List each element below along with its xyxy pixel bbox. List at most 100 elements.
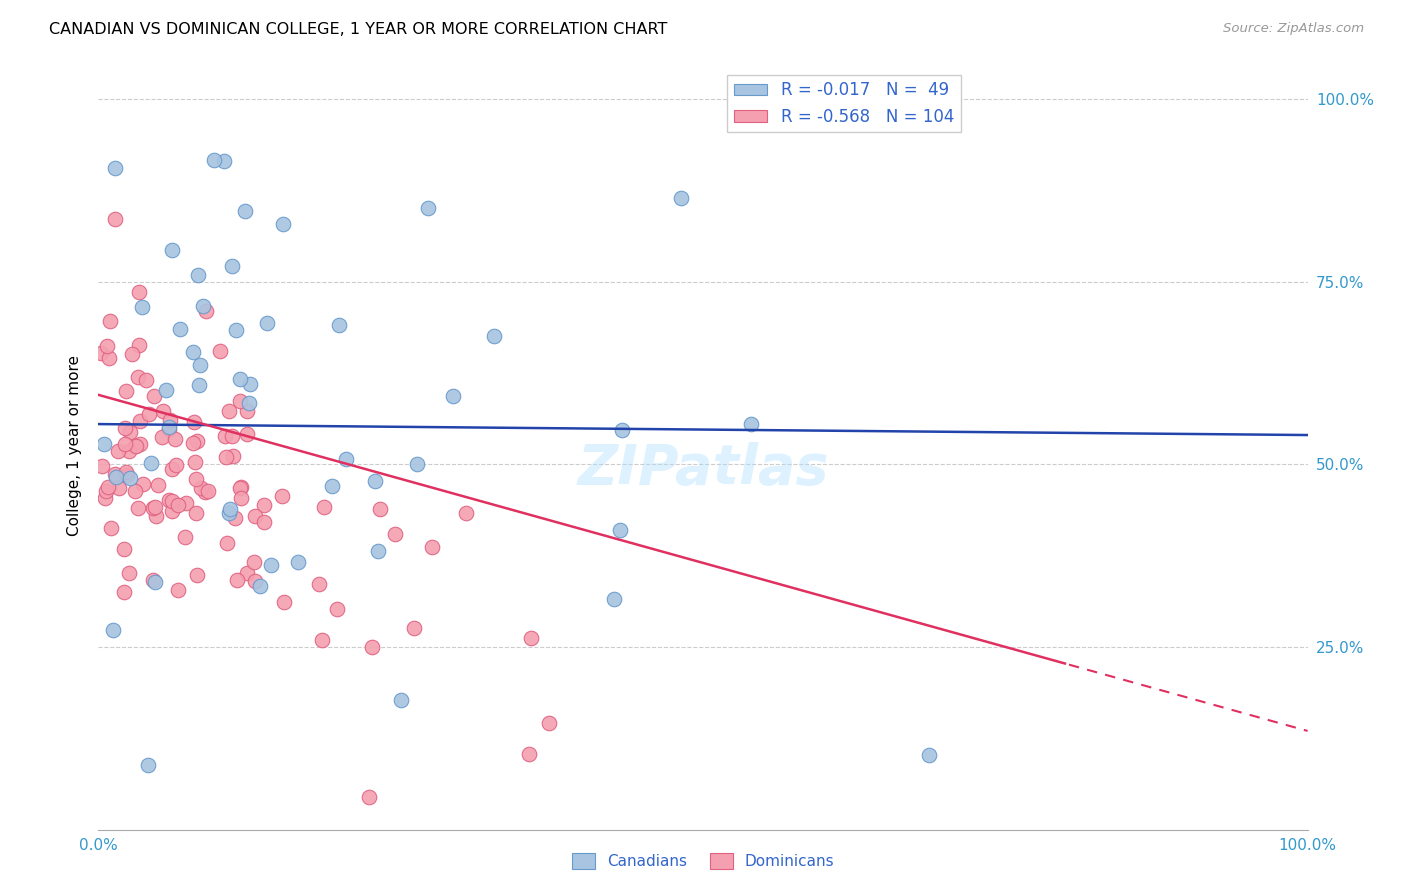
- Point: [145, 574, 167, 589]
- Point: [169, 322, 191, 336]
- Point: [225, 573, 247, 587]
- Point: [215, 536, 238, 550]
- Point: [138, 407, 160, 421]
- Point: [96, 479, 118, 493]
- Point: [128, 338, 150, 352]
- Point: [202, 153, 225, 167]
- Point: [253, 498, 276, 512]
- Point: [190, 481, 212, 495]
- Point: [188, 378, 211, 392]
- Point: [181, 435, 204, 450]
- Legend: R = -0.017   N =  49, R = -0.568   N = 104: R = -0.017 N = 49, R = -0.568 N = 104: [727, 75, 960, 132]
- Point: [114, 421, 136, 435]
- Point: [229, 481, 252, 495]
- Point: [104, 212, 127, 227]
- Point: [389, 692, 412, 706]
- Point: [121, 347, 143, 361]
- Point: [194, 484, 217, 499]
- Point: [208, 344, 231, 359]
- Point: [311, 632, 333, 647]
- Point: [118, 566, 141, 580]
- Point: [93, 437, 115, 451]
- Point: [229, 491, 252, 505]
- Point: [173, 530, 195, 544]
- Point: [112, 585, 135, 599]
- Point: [114, 465, 136, 479]
- Point: [243, 509, 266, 524]
- Point: [214, 429, 236, 443]
- Point: [517, 747, 540, 761]
- Point: [166, 582, 188, 597]
- Point: [90, 345, 112, 359]
- Point: [609, 523, 631, 537]
- Point: [197, 484, 219, 499]
- Point: [228, 393, 250, 408]
- Point: [184, 455, 207, 469]
- Point: [367, 544, 389, 558]
- Point: [218, 506, 240, 520]
- Point: [314, 500, 336, 514]
- Point: [162, 504, 184, 518]
- Point: [357, 790, 380, 805]
- Point: [91, 459, 114, 474]
- Point: [325, 602, 347, 616]
- Point: [150, 430, 173, 444]
- Point: [221, 429, 243, 443]
- Point: [183, 415, 205, 429]
- Point: [221, 259, 243, 273]
- Point: [740, 417, 762, 432]
- Point: [157, 422, 180, 436]
- Point: [252, 515, 274, 529]
- Point: [152, 404, 174, 418]
- Point: [100, 521, 122, 535]
- Point: [167, 498, 190, 512]
- Point: [308, 577, 330, 591]
- Point: [364, 474, 387, 488]
- Point: [222, 449, 245, 463]
- Point: [186, 568, 208, 582]
- Point: [181, 345, 204, 359]
- Point: [160, 493, 183, 508]
- Point: [94, 491, 117, 505]
- Point: [406, 457, 429, 471]
- Point: [145, 509, 167, 524]
- Point: [188, 359, 211, 373]
- Point: [520, 632, 543, 646]
- Point: [124, 439, 146, 453]
- Point: [163, 432, 186, 446]
- Point: [384, 527, 406, 541]
- Point: [236, 403, 259, 417]
- Point: [328, 318, 350, 332]
- Point: [174, 496, 197, 510]
- Point: [104, 467, 127, 482]
- Point: [104, 470, 127, 484]
- Point: [233, 204, 256, 219]
- Point: [155, 383, 177, 397]
- Point: [124, 483, 146, 498]
- Point: [184, 506, 207, 520]
- Point: [243, 555, 266, 569]
- Point: [287, 555, 309, 569]
- Point: [112, 542, 135, 557]
- Point: [191, 299, 214, 313]
- Point: [142, 388, 165, 402]
- Point: [160, 462, 183, 476]
- Point: [98, 351, 121, 366]
- Point: [321, 478, 343, 492]
- Point: [186, 434, 208, 448]
- Point: [127, 370, 149, 384]
- Point: [114, 436, 136, 450]
- Point: [368, 502, 391, 516]
- Point: [103, 623, 125, 637]
- Point: [273, 217, 295, 231]
- Point: [256, 316, 278, 330]
- Legend: Canadians, Dominicans: Canadians, Dominicans: [565, 847, 841, 875]
- Point: [125, 439, 148, 453]
- Point: [118, 471, 141, 485]
- Point: [136, 758, 159, 772]
- Point: [610, 423, 633, 437]
- Point: [118, 443, 141, 458]
- Point: [225, 323, 247, 337]
- Point: [187, 268, 209, 282]
- Point: [129, 414, 152, 428]
